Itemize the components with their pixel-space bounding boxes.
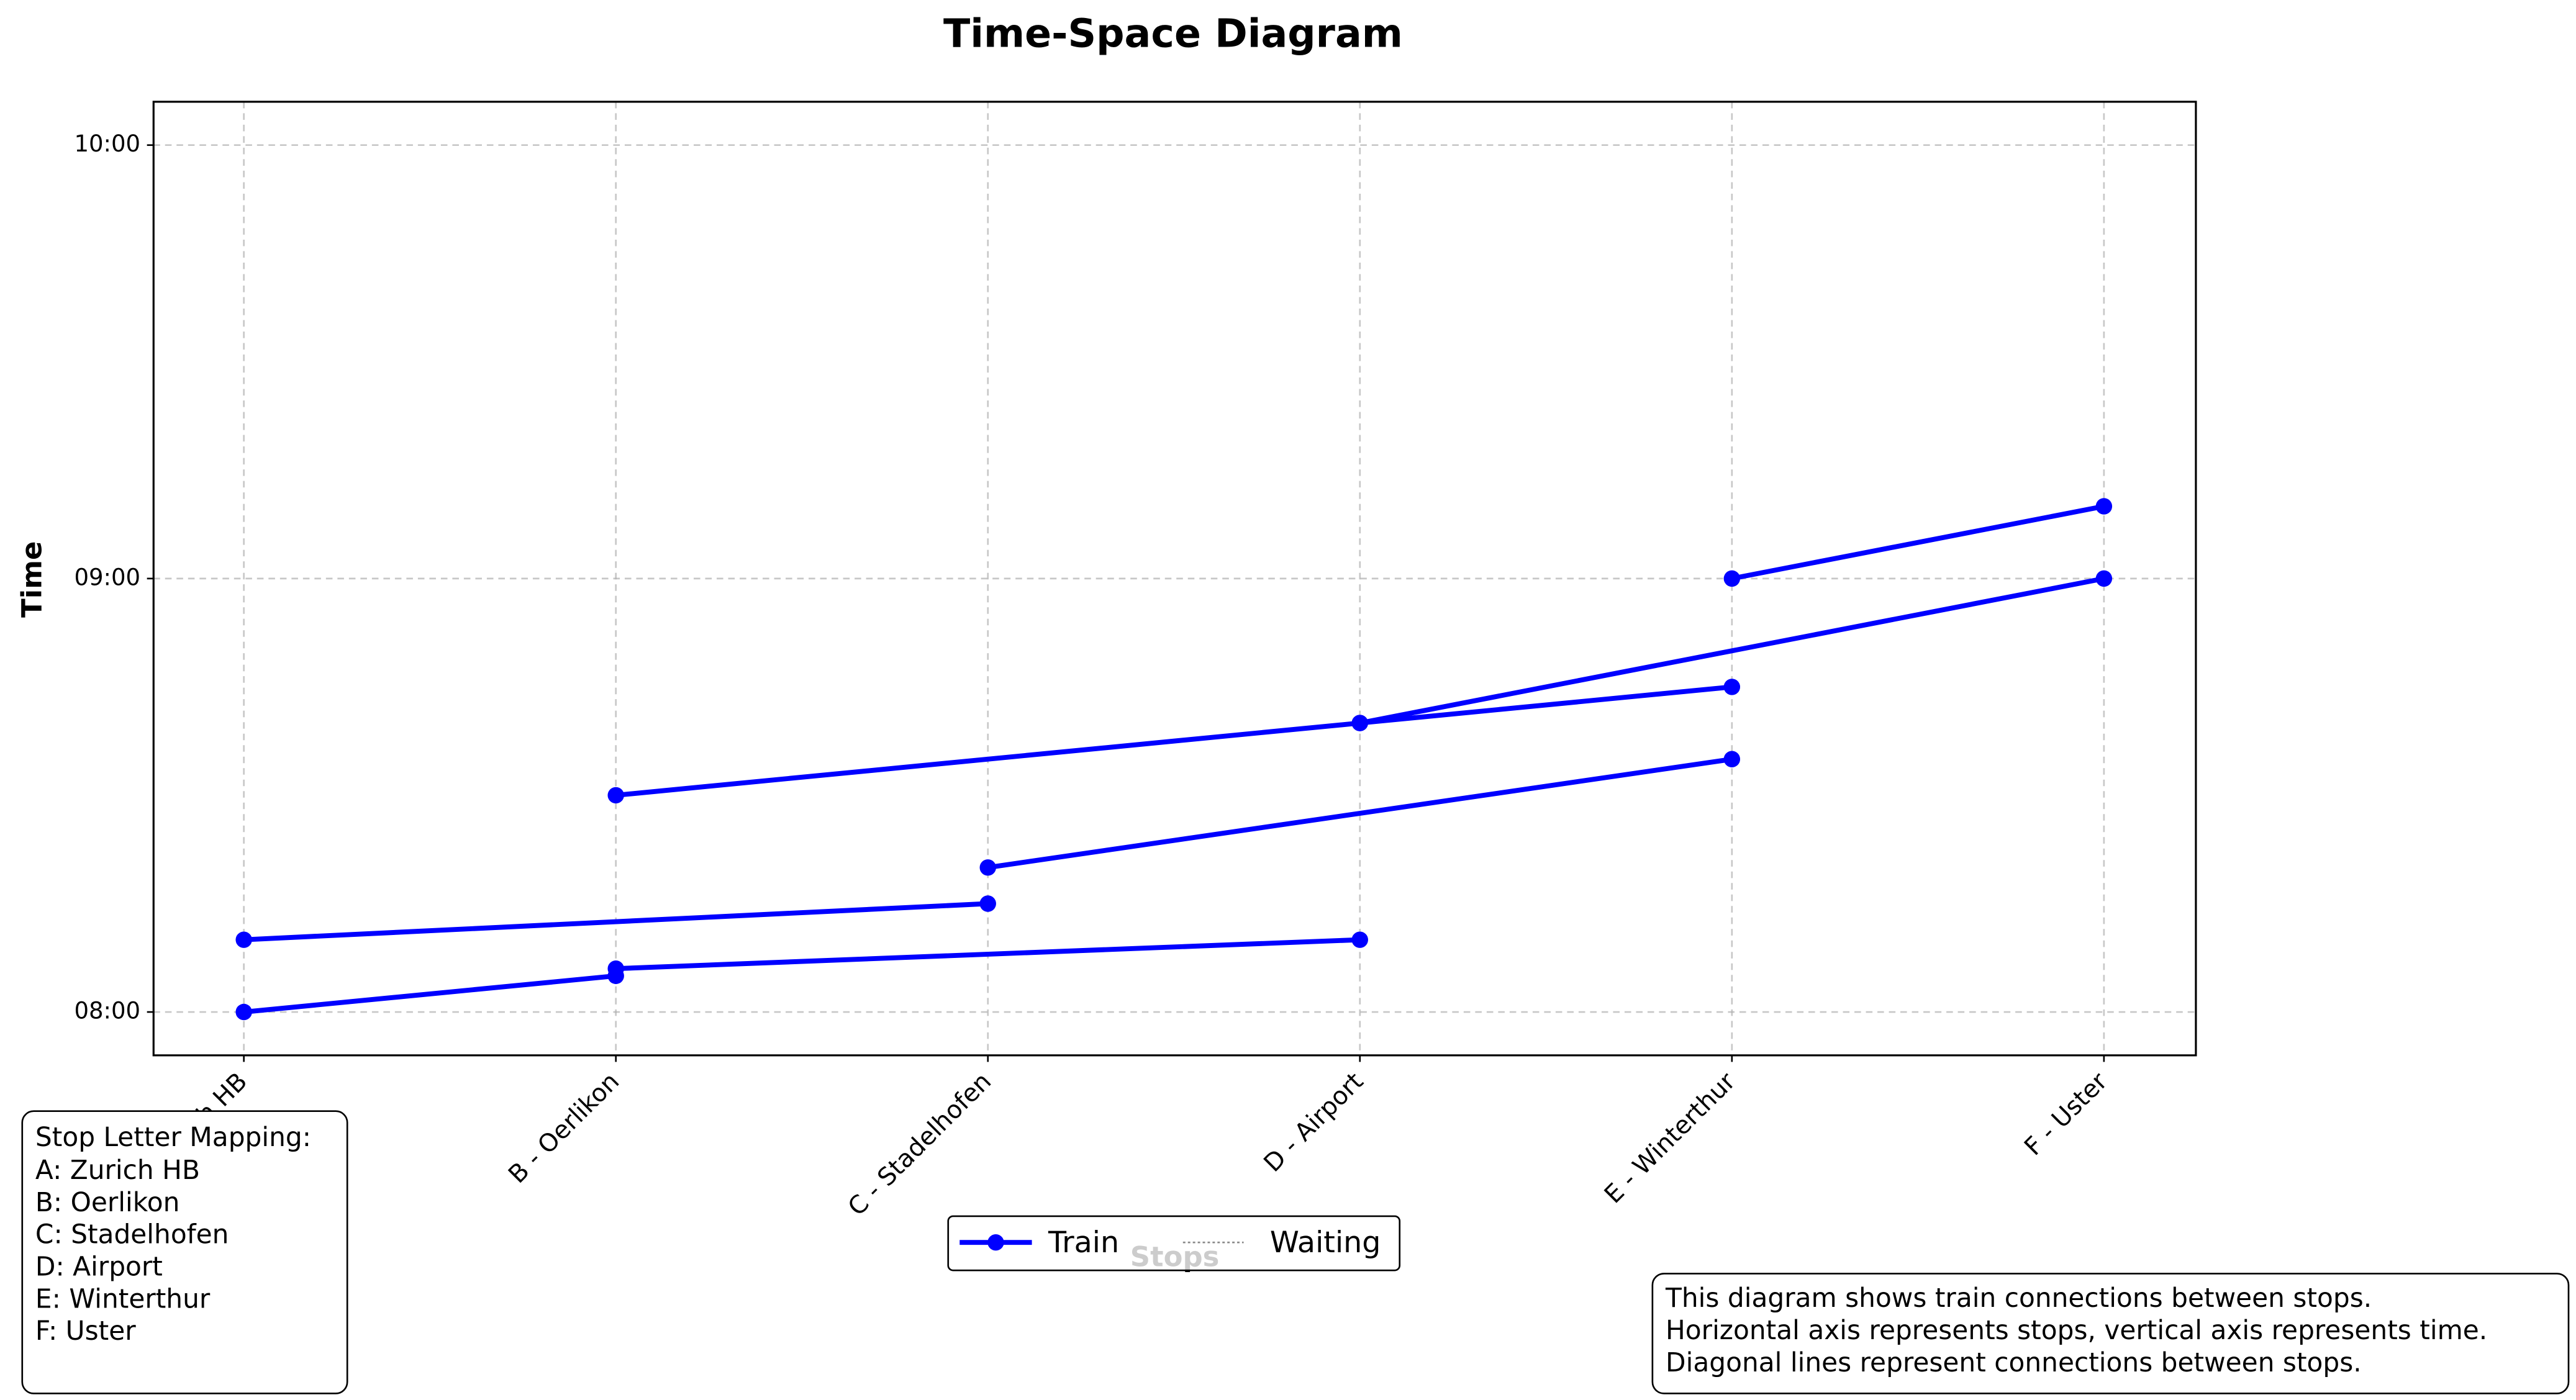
note-line: This diagram shows train connections bet… (1665, 1283, 2372, 1313)
train-point (2095, 570, 2113, 587)
train-line (615, 937, 1360, 972)
train-point (235, 931, 252, 948)
train-point (979, 859, 996, 876)
mapping-line: F: Uster (35, 1316, 136, 1346)
mapping-line: E: Winterthur (35, 1283, 211, 1314)
train-line (243, 973, 617, 1014)
legend-box (947, 1215, 1401, 1271)
mapping-line: A: Zurich HB (35, 1155, 200, 1185)
train-line (615, 720, 1361, 798)
train-point (607, 960, 624, 977)
train-line (1359, 684, 1733, 726)
chart-title: Time-Space Diagram (943, 11, 1403, 56)
note-box (1651, 1273, 2570, 1394)
mapping-line: C: Stadelhofen (35, 1219, 229, 1250)
train-point (235, 1003, 252, 1021)
train-line (243, 901, 988, 942)
train-point (1723, 570, 1741, 587)
legend-label: Train (1048, 1226, 1119, 1260)
train-point (1723, 751, 1741, 767)
legend-swatch (987, 1234, 1004, 1251)
y-tick-label: 08:00 (74, 998, 140, 1024)
train-point (1723, 679, 1741, 695)
mapping-line: D: Airport (35, 1251, 163, 1281)
train-point (1351, 931, 1369, 948)
plot-frame (152, 101, 2197, 1057)
train-line (1731, 504, 2105, 581)
train-line (1359, 576, 2105, 726)
mapping-title: Stop Letter Mapping: (35, 1122, 311, 1152)
y-tick-label: 10:00 (74, 130, 140, 157)
mapping-line: B: Oerlikon (35, 1187, 180, 1217)
note-line: Horizontal axis represents stops, vertic… (1666, 1315, 2487, 1345)
train-line (987, 756, 1733, 870)
legend-label: Waiting (1270, 1226, 1381, 1260)
mapping-box (21, 1110, 348, 1394)
train-point (1351, 715, 1369, 731)
train-point (607, 787, 624, 804)
y-axis-label: Time (15, 541, 48, 618)
train-point (2095, 498, 2113, 515)
note-line: Diagonal lines represent connections bet… (1666, 1347, 2362, 1378)
train-point (979, 895, 996, 912)
y-tick-label: 09:00 (74, 564, 140, 590)
